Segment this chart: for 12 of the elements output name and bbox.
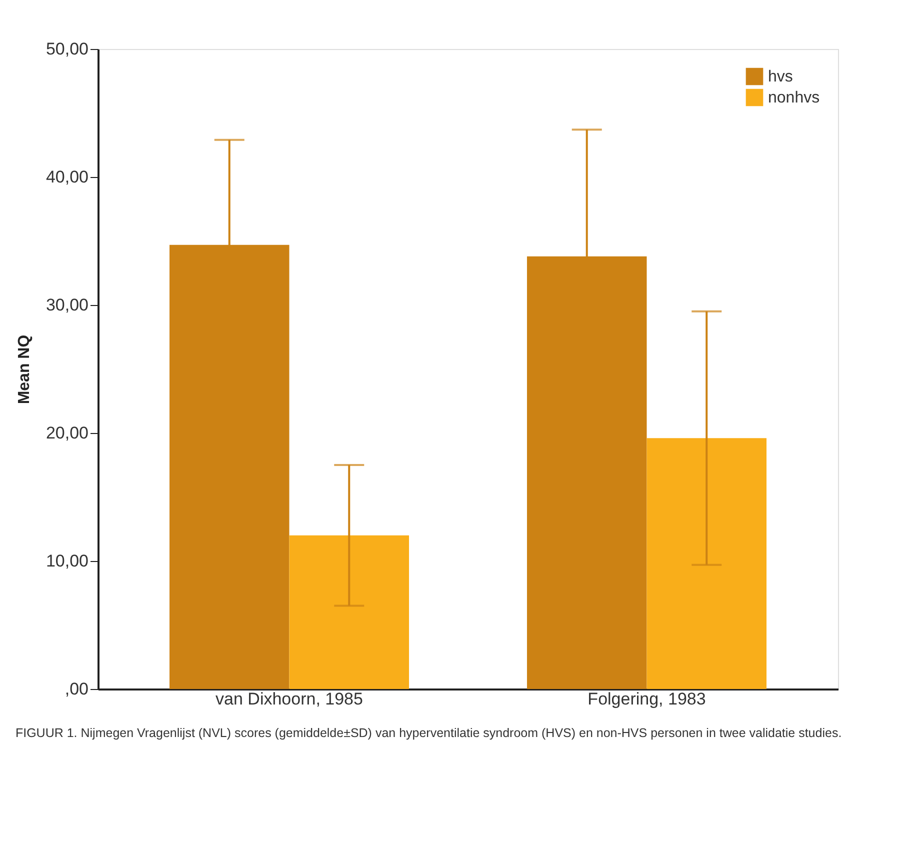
y-axis-title: Mean NQ — [16, 334, 33, 404]
legend-label: hvs — [768, 68, 793, 86]
y-tick-label: 20,00 — [46, 424, 88, 442]
x-tick-label: van Dixhoorn, 1985 — [216, 690, 363, 708]
y-tick-label: 10,00 — [46, 552, 88, 570]
text: FIGUUR 1. Nijmegen Vragenlijst (NVL) scores (gemiddelde±SD) van hyperventilatie syndroom (HVS) en non-HVS personen in twee validatie studies. — [15, 726, 842, 740]
y-tick-label: ,00 — [64, 680, 88, 698]
x-tick-label: Folgering, 1983 — [588, 690, 706, 708]
legend-label: nonhvs — [768, 90, 820, 106]
y-tick-label: 50,00 — [46, 40, 88, 58]
y-tick-label: 30,00 — [46, 296, 88, 314]
y-tick-label: 40,00 — [46, 168, 88, 186]
